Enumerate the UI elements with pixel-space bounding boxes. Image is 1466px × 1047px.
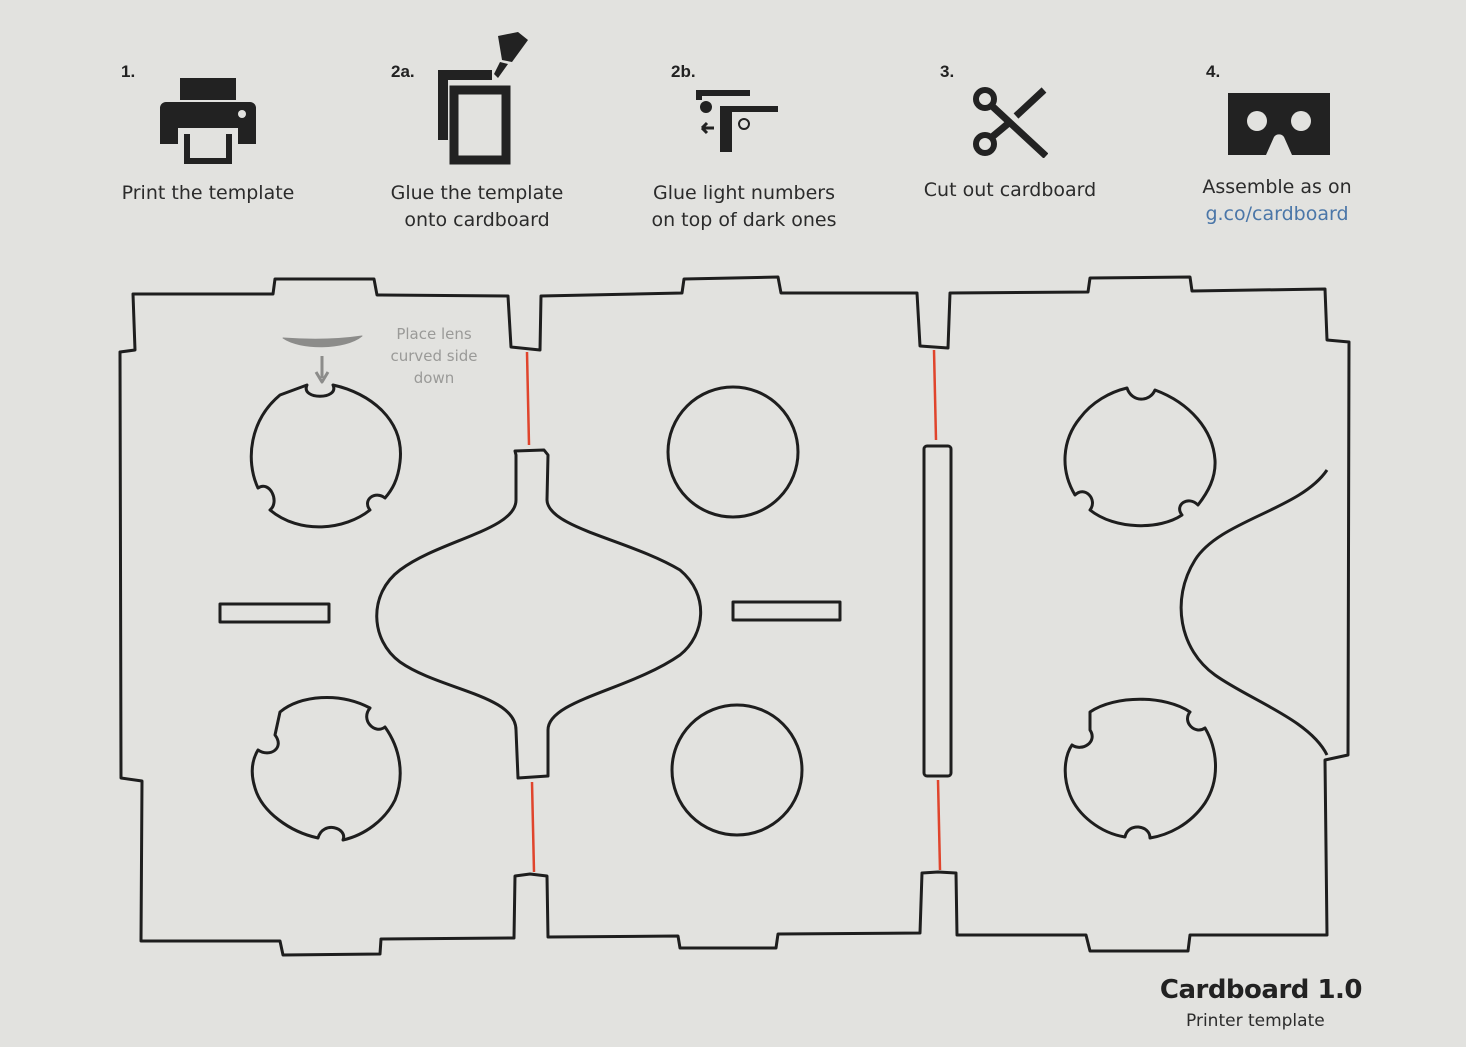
- lens-note-line-2: curved side: [390, 347, 478, 365]
- glue-template-icon: [438, 32, 528, 165]
- cardboard-viewer-icon: [1228, 93, 1330, 155]
- glue-numbers-icon: [696, 90, 778, 152]
- step-4-caption: Assemble as on g.co/cardboard: [1147, 174, 1407, 228]
- fold-line-right-bottom: [936, 779, 942, 871]
- step-3-caption: Cut out cardboard: [880, 177, 1140, 204]
- left-top-lens-hole: [249, 383, 402, 529]
- footer-subtitle: Printer template: [1186, 1011, 1325, 1031]
- scissors-icon: [973, 87, 1048, 158]
- step-2b-caption-line-2: on top of dark ones: [651, 209, 837, 231]
- step-1-caption-line-1: Print the template: [121, 182, 295, 204]
- step-4-number: 4.: [1206, 62, 1221, 81]
- middle-top-lens-hole: [666, 385, 800, 519]
- step-3-number: 3.: [940, 62, 955, 81]
- down-arrow-icon: [314, 356, 330, 384]
- step-4-caption-line-1: Assemble as on: [1202, 176, 1352, 198]
- cardboard-link[interactable]: g.co/cardboard: [1205, 203, 1349, 225]
- printer-icon: [160, 78, 256, 164]
- step-1-caption: Print the template: [78, 180, 338, 207]
- right-divider-slot: [922, 444, 953, 778]
- step-2b-caption-line-1: Glue light numbers: [653, 182, 835, 204]
- left-bottom-lens-hole: [250, 695, 402, 842]
- step-2a-caption: Glue the template onto cardboard: [347, 180, 607, 234]
- right-top-lens-hole: [1063, 386, 1217, 528]
- lens-note-line-1: Place lens: [396, 325, 472, 343]
- step-3-caption-line-1: Cut out cardboard: [923, 179, 1097, 201]
- step-1-number: 1.: [121, 62, 136, 81]
- middle-bottom-lens-hole: [670, 703, 804, 837]
- right-nose-curve: [1179, 469, 1329, 756]
- step-2b-number: 2b.: [671, 62, 696, 81]
- fold-line-right-top: [932, 349, 938, 441]
- step-2a-caption-line-1: Glue the template: [390, 182, 564, 204]
- template-outer-outline: [118, 275, 1351, 957]
- middle-panel-slot: [731, 600, 842, 622]
- step-2b-caption: Glue light numbers on top of dark ones: [614, 180, 874, 234]
- step-2a-caption-line-2: onto cardboard: [404, 209, 550, 231]
- fold-line-left-bottom: [530, 781, 536, 873]
- lens-note-line-3: down: [413, 369, 455, 387]
- lens-placement-note: Place lens curved side down: [372, 323, 496, 389]
- fold-line-left-top: [525, 351, 531, 446]
- footer-title: Cardboard 1.0: [1159, 975, 1363, 1005]
- lens-shape-icon: [282, 335, 363, 348]
- left-panel-slot: [218, 602, 331, 624]
- nose-cutout: [375, 448, 703, 780]
- step-2a-number: 2a.: [391, 62, 415, 81]
- right-bottom-lens-hole: [1063, 697, 1217, 840]
